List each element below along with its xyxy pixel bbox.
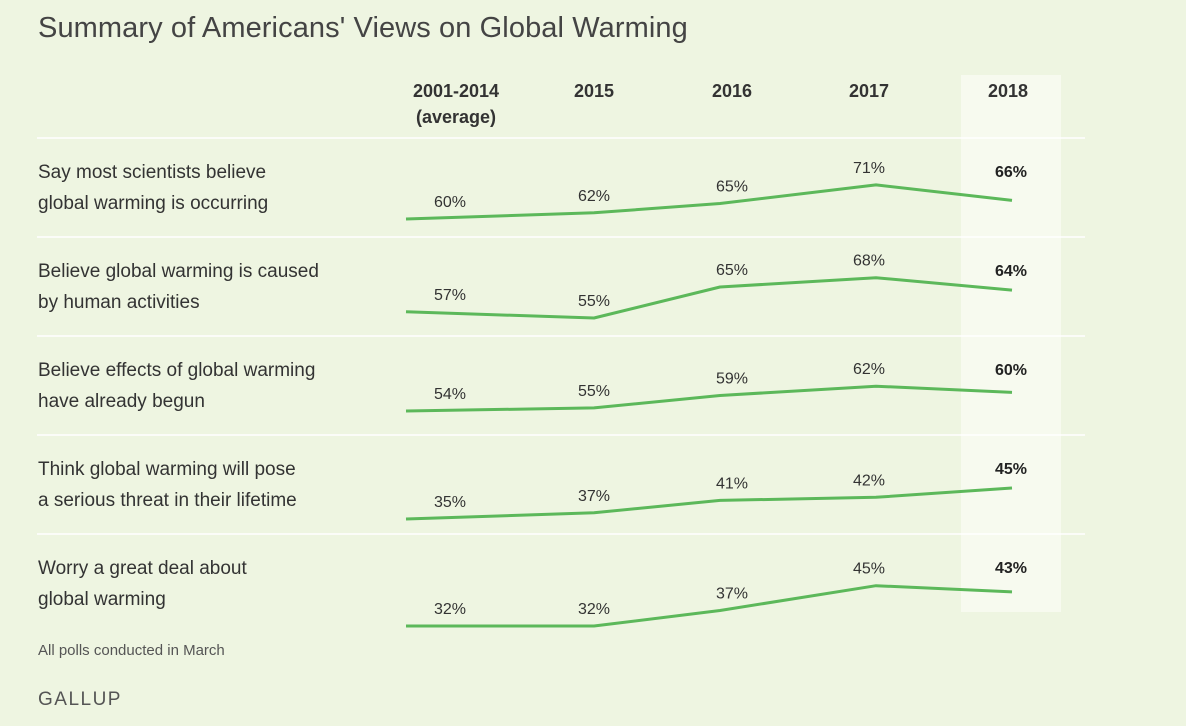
data-label-1-4: 64% bbox=[995, 263, 1027, 280]
row-dividers bbox=[37, 137, 1085, 535]
data-label-4-2: 37% bbox=[716, 586, 748, 603]
series-rows: Say most scientists believe global warmin… bbox=[38, 160, 1027, 628]
series-row-2: Believe effects of global warming have al… bbox=[38, 360, 1027, 413]
data-label-2-3: 62% bbox=[853, 361, 885, 378]
data-label-3-4: 45% bbox=[995, 461, 1027, 478]
row-label-1-line-0: Believe global warming is caused bbox=[38, 261, 319, 282]
column-header-2-line-0: 2016 bbox=[712, 81, 752, 101]
row-label-0-line-1: global warming is occurring bbox=[38, 193, 268, 214]
data-label-0-1: 62% bbox=[578, 188, 610, 205]
data-label-1-1: 55% bbox=[578, 293, 610, 310]
data-label-4-0: 32% bbox=[434, 601, 466, 618]
data-label-3-0: 35% bbox=[434, 494, 466, 511]
row-label-1-line-1: by human activities bbox=[38, 292, 200, 313]
data-label-0-2: 65% bbox=[716, 179, 748, 196]
chart-title: Summary of Americans' Views on Global Wa… bbox=[38, 12, 688, 44]
column-header-4-line-0: 2018 bbox=[988, 81, 1028, 101]
column-header-0-line-1: (average) bbox=[416, 107, 496, 127]
series-line-3 bbox=[405, 486, 1013, 521]
data-label-2-1: 55% bbox=[578, 383, 610, 400]
row-label-3-line-0: Think global warming will pose bbox=[38, 459, 296, 480]
series-row-0: Say most scientists believe global warmin… bbox=[38, 160, 1027, 221]
column-headers: 2001-2014 (average) 2015 2016 2017 2018 bbox=[413, 81, 1028, 127]
row-label-4-line-0: Worry a great deal about bbox=[38, 558, 247, 579]
data-label-1-3: 68% bbox=[853, 253, 885, 270]
footnote: All polls conducted in March bbox=[38, 642, 225, 659]
series-row-4: Worry a great deal about global warming 32… bbox=[38, 558, 1027, 628]
data-label-4-4: 43% bbox=[995, 560, 1027, 577]
row-label-2-line-0: Believe effects of global warming bbox=[38, 360, 315, 381]
row-label-2-line-1: have already begun bbox=[38, 391, 205, 412]
row-label-0-line-0: Say most scientists believe bbox=[38, 162, 266, 183]
highlight-column-2018 bbox=[961, 75, 1061, 612]
column-header-3-line-0: 2017 bbox=[849, 81, 889, 101]
column-header-1-line-0: 2015 bbox=[574, 81, 614, 101]
data-label-2-0: 54% bbox=[434, 386, 466, 403]
source-logo: GALLUP bbox=[38, 689, 122, 710]
row-label-4-line-1: global warming bbox=[38, 589, 166, 610]
data-label-3-1: 37% bbox=[578, 488, 610, 505]
column-header-0-line-0: 2001-2014 bbox=[413, 81, 499, 101]
data-label-3-3: 42% bbox=[853, 472, 885, 489]
data-label-2-2: 59% bbox=[716, 371, 748, 388]
data-label-1-2: 65% bbox=[716, 262, 748, 279]
data-label-3-2: 41% bbox=[716, 475, 748, 492]
series-line-0 bbox=[405, 183, 1013, 221]
series-row-1: Believe global warming is caused by human… bbox=[38, 253, 1027, 320]
series-row-3: Think global warming will pose a serious … bbox=[38, 459, 1027, 521]
series-line-2 bbox=[405, 384, 1013, 413]
series-line-4 bbox=[406, 584, 1013, 628]
data-label-0-3: 71% bbox=[853, 160, 885, 177]
data-label-0-4: 66% bbox=[995, 164, 1027, 181]
data-label-0-0: 60% bbox=[434, 194, 466, 211]
data-label-1-0: 57% bbox=[434, 287, 466, 304]
row-label-3-line-1: a serious threat in their lifetime bbox=[38, 490, 297, 511]
data-label-4-1: 32% bbox=[578, 601, 610, 618]
data-label-4-3: 45% bbox=[853, 561, 885, 578]
series-line-1 bbox=[405, 276, 1013, 320]
data-label-2-4: 60% bbox=[995, 362, 1027, 379]
